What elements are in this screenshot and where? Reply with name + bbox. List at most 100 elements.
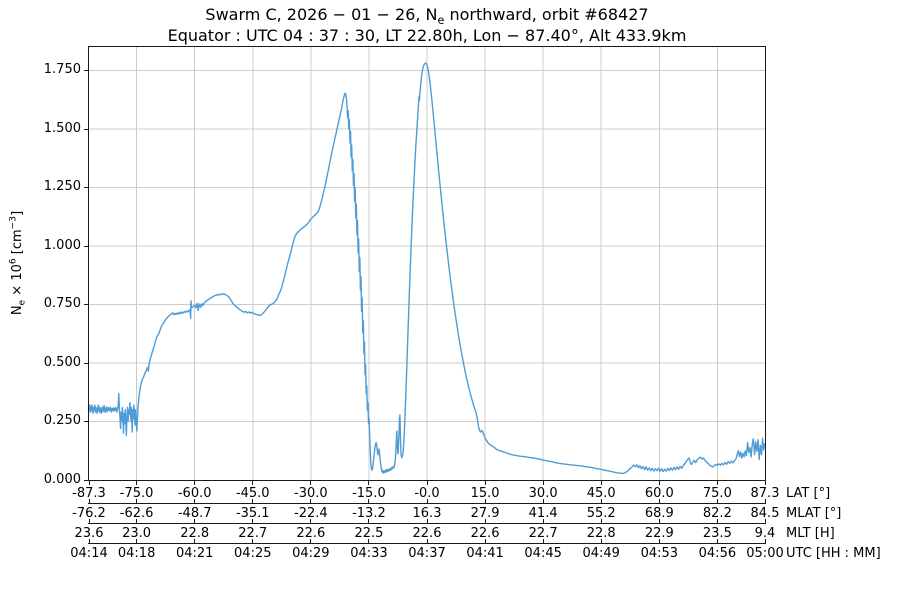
x-tick-label-mlt: 22.9 xyxy=(644,526,674,541)
x-tick-label-lat: -0.0 xyxy=(414,486,440,501)
axis-row-tick-mark xyxy=(658,499,660,503)
axis-row-tick-mark xyxy=(658,539,660,543)
x-tick-label-mlat: 16.3 xyxy=(412,506,442,521)
axis-row-tick-mark xyxy=(600,519,602,523)
x-tick-label-lat: -60.0 xyxy=(177,486,212,501)
y-axis-title-base2: × 10 xyxy=(9,264,25,300)
y-tick-mark xyxy=(84,70,88,72)
axis-row-tick-mark xyxy=(542,519,544,523)
axis-row-tick-mark xyxy=(764,519,766,523)
axis-row-tick-mark xyxy=(368,499,370,503)
x-tick-label-lat: -75.0 xyxy=(119,486,154,501)
y-tick-label: 1.000 xyxy=(43,237,81,253)
axis-row-tick-mark xyxy=(252,519,254,523)
y-tick-mark xyxy=(84,362,88,364)
axis-row-tick-mark xyxy=(252,499,254,503)
y-axis-title-sup2: −3 xyxy=(8,215,19,230)
x-tick-mark xyxy=(658,481,660,485)
axis-row-tick-mark xyxy=(426,519,428,523)
axis-row-tick-mark xyxy=(88,499,90,503)
x-tick-label-utc: 04:41 xyxy=(466,546,504,561)
x-tick-mark xyxy=(194,481,196,485)
x-tick-label-utc: 04:56 xyxy=(698,546,737,561)
x-tick-label-mlat: -76.2 xyxy=(72,506,106,521)
y-axis-title: Ne × 106 [cm−3] xyxy=(9,211,28,315)
x-tick-mark xyxy=(426,481,428,485)
x-tick-label-mlt: 22.8 xyxy=(180,526,210,541)
axis-row-tick-mark xyxy=(764,539,766,543)
x-tick-mark xyxy=(484,481,486,485)
axis-row-tick-mark xyxy=(542,499,544,503)
x-tick-label-lat: 45.0 xyxy=(586,486,616,501)
x-tick-label-mlat: 68.9 xyxy=(644,506,674,521)
axis-row-tick-mark xyxy=(194,519,196,523)
y-axis-title-base1: N xyxy=(9,305,25,316)
chart-title-subscript: e xyxy=(437,14,445,28)
axis-row-tick-mark xyxy=(600,539,602,543)
x-tick-label-mlt: 23.0 xyxy=(122,526,152,541)
ne-density-line xyxy=(89,62,765,475)
x-tick-label-mlat: 27.9 xyxy=(470,506,500,521)
axis-row-tick-mark xyxy=(252,539,254,543)
x-tick-label-lat: -30.0 xyxy=(294,486,328,501)
x-tick-label-mlt: 22.6 xyxy=(412,526,442,541)
x-tick-label-mlt: 22.6 xyxy=(296,526,326,541)
y-tick-label: 0.750 xyxy=(43,296,81,312)
axis-row-tick-mark xyxy=(484,499,486,503)
axis-row-separator xyxy=(88,523,766,524)
y-axis-title-base3: [cm xyxy=(9,229,25,259)
chart-title-post: northward, orbit #68427 xyxy=(444,5,649,24)
x-tick-label-mlat: 55.2 xyxy=(586,506,616,521)
x-tick-mark xyxy=(252,481,254,485)
axis-row-tick-mark xyxy=(368,539,370,543)
x-tick-label-mlt: 22.7 xyxy=(528,526,558,541)
y-tick-label: 0.000 xyxy=(43,472,81,487)
y-axis-title-base4: ] xyxy=(9,210,25,216)
x-tick-mark xyxy=(716,481,718,485)
x-tick-label-utc: 04:37 xyxy=(408,546,446,561)
x-tick-mark xyxy=(764,481,766,485)
chart-title-pre: Swarm C, 2026 − 01 − 26, N xyxy=(205,5,438,24)
axis-row-tick-mark xyxy=(88,539,90,543)
x-tick-mark xyxy=(542,481,544,485)
y-tick-mark xyxy=(84,245,88,247)
x-tick-label-mlat: -62.6 xyxy=(119,506,154,521)
x-tick-label-mlat: 84.5 xyxy=(750,506,780,521)
axis-row-tick-mark xyxy=(136,539,138,543)
line-chart-plot-area xyxy=(89,47,765,480)
axis-row-tick-mark xyxy=(542,539,544,543)
x-tick-mark xyxy=(136,481,138,485)
y-tick-label: 0.500 xyxy=(43,354,81,370)
x-tick-label-lat: 30.0 xyxy=(528,486,558,501)
y-tick-mark xyxy=(84,480,88,481)
chart-title: Swarm C, 2026 − 01 − 26, Ne northward, o… xyxy=(89,5,765,31)
x-tick-label-mlat: -35.1 xyxy=(235,506,270,521)
axis-row-label-lat: LAT [°] xyxy=(786,486,831,501)
axis-row-tick-mark xyxy=(716,499,718,503)
x-tick-label-utc: 05:00 xyxy=(746,546,784,561)
y-tick-mark xyxy=(84,304,88,306)
axis-row-tick-mark xyxy=(484,519,486,523)
x-tick-label-lat: 60.0 xyxy=(644,486,674,501)
x-tick-label-lat: 87.3 xyxy=(750,486,780,501)
y-tick-mark xyxy=(84,187,88,189)
x-tick-label-mlat: -13.2 xyxy=(352,506,386,521)
x-tick-label-utc: 04:25 xyxy=(234,546,272,561)
axis-row-tick-mark xyxy=(426,499,428,503)
axis-row-tick-mark xyxy=(484,539,486,543)
axis-row-tick-mark xyxy=(658,519,660,523)
x-tick-label-lat: 75.0 xyxy=(702,486,732,501)
x-tick-mark xyxy=(368,481,370,485)
axis-row-tick-mark xyxy=(426,539,428,543)
y-axis-title-sup1: 6 xyxy=(8,258,19,265)
y-axis-title-sub: e xyxy=(17,299,28,306)
x-tick-label-mlat: -48.7 xyxy=(177,506,212,521)
x-tick-label-lat: -15.0 xyxy=(352,486,386,501)
axis-row-tick-mark xyxy=(136,499,138,503)
axis-row-tick-mark xyxy=(764,499,766,503)
axis-row-label-mlat: MLAT [°] xyxy=(786,506,842,521)
y-tick-label: 1.500 xyxy=(43,120,81,136)
x-tick-label-mlt: 22.8 xyxy=(586,526,616,541)
axis-row-separator xyxy=(88,543,766,544)
x-tick-label-mlt: 23.6 xyxy=(74,526,104,541)
